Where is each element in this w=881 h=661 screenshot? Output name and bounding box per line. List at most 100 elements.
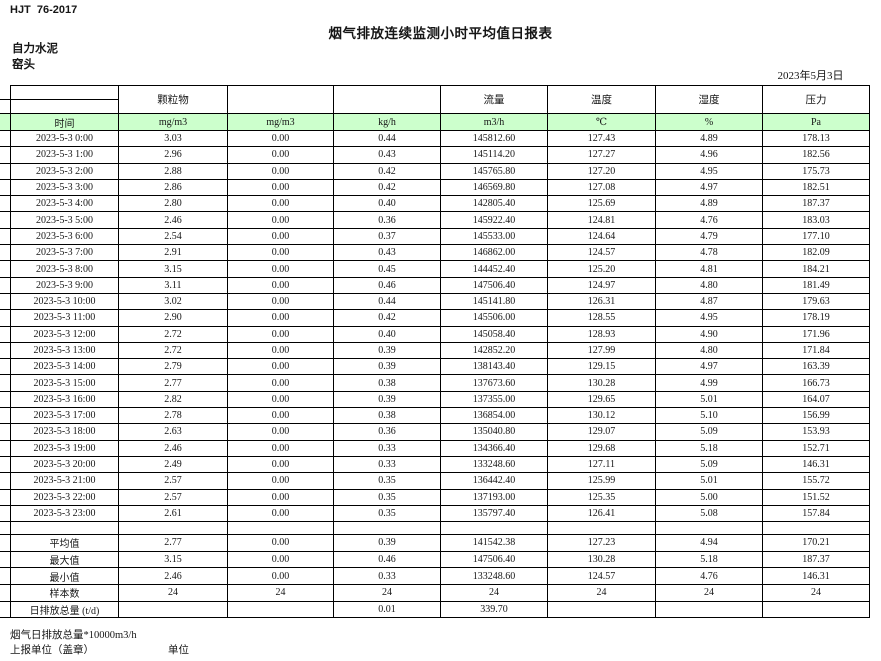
value-cell: 4.97 [655, 178, 763, 197]
value-cell: 127.11 [547, 455, 656, 474]
value-cell: 164.07 [762, 390, 870, 409]
value-cell: 151.52 [762, 488, 870, 506]
value-cell: 0.46 [333, 550, 441, 569]
time-cell: 2023-5-3 8:00 [10, 260, 119, 278]
value-cell: 136442.40 [440, 472, 548, 490]
time-cell: 2023-5-3 22:00 [10, 488, 119, 506]
time-cell: 2023-5-3 9:00 [10, 276, 119, 294]
value-cell: 0.00 [227, 472, 334, 490]
value-cell: 0.37 [333, 227, 441, 246]
value-cell: 0.33 [333, 439, 441, 457]
value-cell: 137355.00 [440, 390, 548, 409]
value-cell: 4.89 [655, 195, 763, 213]
value-cell: 5.01 [655, 472, 763, 490]
value-cell: 0.00 [227, 423, 334, 441]
value-cell: 145058.40 [440, 325, 548, 343]
value-cell: 0.38 [333, 374, 441, 392]
time-cell: 2023-5-3 19:00 [10, 439, 119, 457]
value-cell: 5.10 [655, 407, 763, 425]
time-cell: 2023-5-3 23:00 [10, 504, 119, 523]
value-cell: 156.99 [762, 407, 870, 425]
summary-label-cell: 最大值 [10, 550, 119, 569]
row-sliver-cell [0, 341, 11, 360]
time-cell: 2023-5-3 6:00 [10, 227, 119, 246]
row-sliver-cell [0, 374, 11, 392]
value-cell: 0.42 [333, 162, 441, 180]
value-cell: 3.15 [118, 550, 228, 569]
time-cell: 2023-5-3 1:00 [10, 146, 119, 164]
value-cell: 145812.60 [440, 129, 548, 148]
value-cell: 0.36 [333, 423, 441, 441]
value-cell [333, 521, 441, 536]
value-cell: 4.78 [655, 244, 763, 262]
value-cell: 170.21 [762, 534, 870, 552]
value-cell: 166.73 [762, 374, 870, 392]
value-cell: 145533.00 [440, 227, 548, 246]
header-cell-humidity: 湿度 [655, 85, 763, 114]
table-row: 2023-5-3 11:00 2.90 0.00 0.42 145506.00 128.5… [0, 309, 870, 327]
value-cell: 0.39 [333, 390, 441, 409]
time-cell: 2023-5-3 4:00 [10, 195, 119, 213]
value-cell: 0.43 [333, 244, 441, 262]
value-cell: 146569.80 [440, 178, 548, 197]
value-cell: 2.54 [118, 227, 228, 246]
value-cell: 2.86 [118, 178, 228, 197]
row-sliver-cell [0, 309, 11, 327]
value-cell: 124.57 [547, 567, 656, 585]
monitoring-point: 窑头 [12, 59, 35, 71]
row-sliver-cell [0, 244, 11, 262]
value-cell: 0.33 [333, 567, 441, 585]
row-sliver-cell [0, 211, 11, 229]
value-cell: 5.01 [655, 390, 763, 409]
row-sliver-cell [0, 390, 11, 409]
time-cell: 2023-5-3 10:00 [10, 292, 119, 311]
value-cell: 2.88 [118, 162, 228, 180]
row-sliver-cell [0, 439, 11, 457]
time-cell: 2023-5-3 5:00 [10, 211, 119, 229]
row-sliver-cell [0, 276, 11, 294]
table-row: 2023-5-3 15:00 2.77 0.00 0.38 137673.60 130.2… [0, 374, 870, 392]
time-cell: 2023-5-3 21:00 [10, 472, 119, 490]
value-cell: 4.97 [655, 358, 763, 376]
value-cell: 0.35 [333, 488, 441, 506]
row-sliver-cell [0, 292, 11, 311]
value-cell: 0.00 [227, 488, 334, 506]
row-sliver-cell [0, 129, 11, 148]
time-cell: 2023-5-3 20:00 [10, 455, 119, 474]
value-cell: 136854.00 [440, 407, 548, 425]
value-cell: 0.00 [227, 325, 334, 343]
value-cell: 125.20 [547, 260, 656, 278]
spacer-row [0, 521, 870, 536]
value-cell: 129.65 [547, 390, 656, 409]
value-cell: 138143.40 [440, 358, 548, 376]
row-sliver-cell [0, 325, 11, 343]
page-title: 烟气排放连续监测小时平均值日报表 [328, 26, 553, 41]
table-row: 2023-5-3 5:00 2.46 0.00 0.36 145922.40 124.81… [0, 211, 870, 229]
time-cell: 2023-5-3 0:00 [10, 129, 119, 148]
row-sliver-cell [0, 472, 11, 490]
row-sliver-cell [0, 407, 11, 425]
value-cell: 145114.20 [440, 146, 548, 164]
value-cell: 24 [440, 583, 548, 602]
table-row: 2023-5-3 7:00 2.91 0.00 0.43 146862.00 124.57… [0, 244, 870, 262]
time-cell: 2023-5-3 18:00 [10, 423, 119, 441]
header-cell-empty-2 [333, 85, 441, 114]
table-row: 2023-5-3 8:00 3.15 0.00 0.45 144452.40 125.20… [0, 260, 870, 278]
table-row: 2023-5-3 10:00 3.02 0.00 0.44 145141.80 126.3… [0, 292, 870, 311]
header-cell-flow: 流量 [440, 85, 548, 114]
time-cell: 2023-5-3 14:00 [10, 358, 119, 376]
row-sliver-cell [0, 195, 11, 213]
value-cell: 145922.40 [440, 211, 548, 229]
header-cell-empty-1 [227, 85, 334, 114]
value-cell [227, 521, 334, 536]
value-cell: 124.97 [547, 276, 656, 294]
row-sliver-cell [0, 567, 11, 585]
value-cell: 147506.40 [440, 276, 548, 294]
value-cell: 4.80 [655, 276, 763, 294]
row-sliver-cell [0, 488, 11, 506]
value-cell: 178.19 [762, 309, 870, 327]
row-sliver-cell [0, 504, 11, 523]
value-cell: 5.09 [655, 423, 763, 441]
value-cell: 127.43 [547, 129, 656, 148]
value-cell: 0.00 [227, 455, 334, 474]
